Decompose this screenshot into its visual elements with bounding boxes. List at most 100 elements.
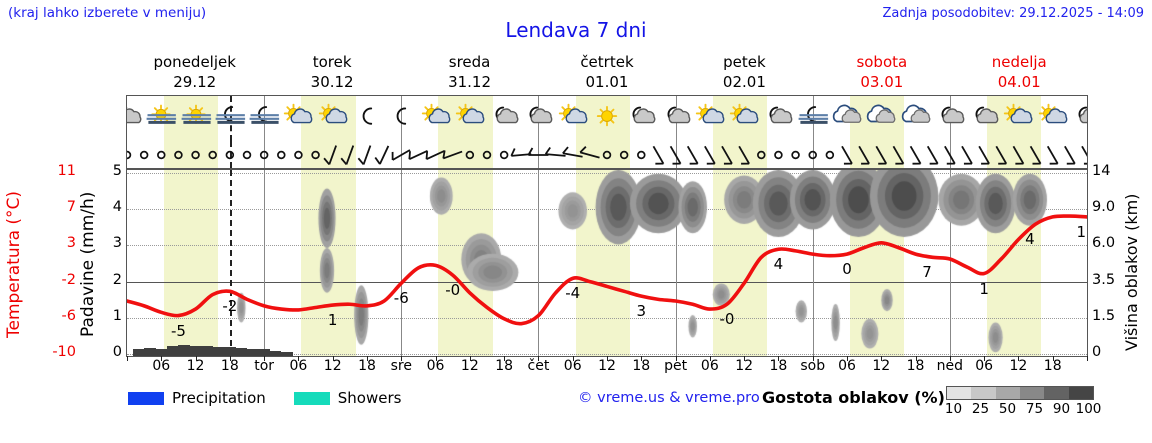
- weather-icon-sun-cloud: [280, 103, 316, 131]
- cloud-tick-4: 1.5: [1092, 308, 1116, 324]
- time-label-3: tor: [254, 358, 275, 374]
- temperature-annotation-0: -5: [170, 321, 186, 340]
- temperature-annotation-9: 0: [842, 260, 852, 279]
- time-label-9: 12: [460, 358, 479, 374]
- precipitation-tick-1: 4: [112, 199, 122, 215]
- credit-link[interactable]: © vreme.us & vreme.pro: [578, 390, 760, 406]
- wind-barb-band: [126, 141, 1088, 169]
- temperature-annotation-12: 4: [1025, 230, 1035, 249]
- cloud-scale-label-0: 10: [944, 401, 963, 417]
- precipitation-bar: [235, 347, 247, 356]
- legend-item-showers: Showers: [293, 389, 402, 407]
- temperature-tick-4: -6: [61, 308, 76, 324]
- temperature-annotation-3: -6: [393, 289, 409, 308]
- day-headers: ponedeljek 29.12 torek 30.12 sreda 31.12 četrt…: [126, 52, 1088, 94]
- legend-label-precipitation: Precipitation: [172, 389, 266, 407]
- precip-legend: Precipitation Showers: [128, 388, 419, 408]
- weather-icon-moon-cloud: [966, 103, 1002, 131]
- weather-icon-moon-fog: [212, 103, 248, 131]
- weather-icon-sun-cloud: [726, 103, 762, 131]
- temperature-tick-0: 11: [57, 163, 76, 179]
- temperature-annotation-2: 1: [327, 311, 338, 330]
- precipitation-bar: [178, 344, 190, 356]
- precipitation-swatch: [128, 391, 164, 405]
- weather-icon-cloud: [898, 103, 934, 131]
- wind-barbs-layer: [127, 145, 1087, 165]
- day-date: 31.12: [448, 73, 492, 91]
- cloud-scale-label-5: 100: [1075, 401, 1102, 417]
- temperature-annotation-7: -0: [719, 310, 735, 329]
- time-label-15: pet: [664, 358, 688, 374]
- time-label-20: 06: [838, 358, 856, 374]
- cloud-height-axis-title: Višina oblakov (km): [1122, 193, 1141, 351]
- time-label-26: 18: [1043, 358, 1062, 374]
- cloud-tick-3: 3.5: [1092, 272, 1116, 288]
- cloud-density-scale-labels: 10 25 50 75 90 100: [940, 401, 1102, 419]
- day-separator: [264, 141, 266, 168]
- time-label-23: ned: [936, 358, 964, 374]
- time-label-6: 18: [358, 358, 376, 374]
- cloud-scale-label-2: 50: [998, 401, 1017, 417]
- day-date: 02.01: [722, 73, 766, 91]
- time-label-1: 12: [186, 358, 205, 374]
- time-label-7: sre: [390, 358, 412, 374]
- day-name: sobota: [856, 53, 908, 71]
- time-label-17: 12: [735, 358, 754, 374]
- day-name: nedelja: [991, 53, 1047, 71]
- weather-icon-moon-fog: [246, 103, 282, 131]
- precipitation-tick-4: 1: [112, 308, 122, 324]
- weather-icon-sun-cloud: [418, 103, 454, 131]
- time-label-12: 06: [563, 358, 582, 374]
- weather-icon-moon-cloud: [658, 103, 694, 131]
- time-label-4: 06: [289, 358, 308, 374]
- weather-icon-moon-cloud: [127, 103, 145, 131]
- precipitation-bar: [224, 347, 236, 356]
- time-label-18: 18: [769, 358, 788, 374]
- precipitation-bar: [212, 347, 225, 356]
- weather-icon-moon-cloud: [1069, 103, 1087, 131]
- weather-icon-sun-cloud: [452, 103, 488, 131]
- day-name: četrtek: [580, 53, 634, 71]
- weather-icon-moon: [349, 103, 385, 131]
- precipitation-bar: [281, 352, 293, 356]
- weather-icon-sun-cloud: [315, 103, 351, 131]
- day-header-4: petek 02.01: [676, 52, 813, 94]
- legend-item-precipitation: Precipitation: [128, 389, 266, 407]
- temperature-tick-2: 3: [66, 235, 76, 251]
- cloud-scale-step-2: [995, 387, 1020, 399]
- precipitation-bar: [132, 349, 145, 356]
- weather-icon-moon-fog: [795, 103, 831, 131]
- cloud-density-scale: [946, 386, 1094, 400]
- day-header-3: četrtek 01.01: [538, 52, 675, 94]
- cloud-scale-step-4: [1044, 387, 1069, 399]
- weather-icon-moon-cloud: [486, 103, 522, 131]
- weather-icon-cloud: [863, 103, 899, 131]
- showers-swatch: [293, 391, 330, 405]
- time-label-21: 12: [872, 358, 891, 374]
- precipitation-bar: [269, 350, 282, 356]
- cloud-scale-step-5: [1068, 387, 1093, 399]
- cloud-tick-5: 0: [1092, 344, 1102, 360]
- legend-label-showers: Showers: [337, 389, 402, 407]
- weather-icon-sun: [589, 103, 625, 131]
- weather-icon-sun-fog: [143, 103, 179, 131]
- weather-icon-moon-cloud: [760, 103, 796, 131]
- location-menu-hint[interactable]: (kraj lahko izberete v meniju): [8, 5, 207, 21]
- precipitation-tick-2: 3: [112, 235, 122, 251]
- forecast-plot[interactable]: -5 -2 1 -6 -0 -4 3 -0 4 0 7 1 4 1: [126, 169, 1088, 357]
- day-header-1: torek 30.12: [263, 52, 400, 94]
- temperature-annotation-11: 1: [979, 279, 989, 298]
- day-name: sreda: [448, 53, 491, 71]
- time-label-16: 06: [700, 358, 719, 374]
- time-label-25: 12: [1009, 358, 1028, 374]
- weather-icon-sun-cloud: [1035, 103, 1071, 131]
- precipitation-tick-3: 2: [112, 272, 122, 288]
- cloud-scale-label-1: 25: [971, 401, 990, 417]
- temperature-annotation-8: 4: [773, 255, 784, 274]
- cloud-tick-2: 6.0: [1092, 235, 1116, 251]
- cloud-scale-step-0: [947, 387, 972, 399]
- precipitation-bar: [155, 348, 167, 356]
- time-axis-labels: 06 12 18 tor 06 12 18 sre 06 12 18 čet 06 12 18 pet 06 12…: [126, 358, 1088, 378]
- weather-icon-moon-cloud: [623, 103, 659, 131]
- weather-icon-moon-cloud: [520, 103, 556, 131]
